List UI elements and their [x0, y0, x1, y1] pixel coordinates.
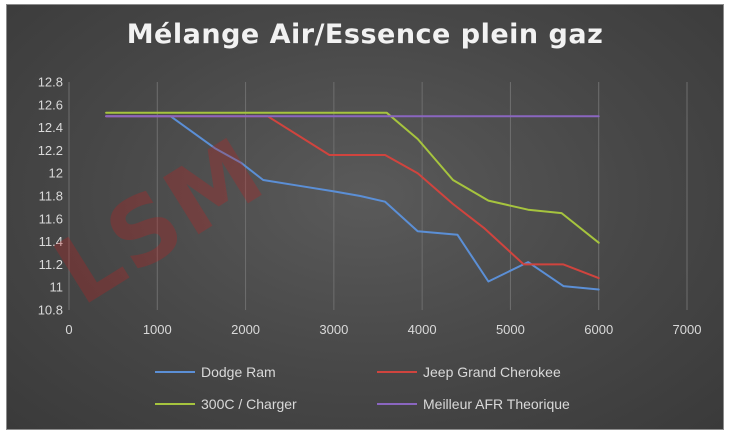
y-tick-label: 11 [50, 280, 64, 295]
x-tick-label: 2000 [231, 322, 260, 337]
legend-label: 300C / Charger [201, 396, 297, 412]
legend-label: Meilleur AFR Theorique [423, 396, 570, 412]
y-tick-label: 10.8 [38, 303, 63, 318]
legend-entry: Jeep Grand Cherokee [377, 364, 561, 380]
series-lines [105, 111, 600, 291]
y-tick-label: 11.6 [39, 211, 63, 226]
y-tick-label: 12.4 [38, 120, 63, 135]
y-tick-label: 12.2 [38, 143, 63, 158]
y-tick-label: 11.4 [39, 234, 63, 249]
x-tick-label: 3000 [319, 322, 348, 337]
x-tick-label: 1000 [143, 322, 172, 337]
y-tick-label: 11.2 [39, 257, 63, 272]
chart-title: Mélange Air/Essence plein gaz [126, 19, 604, 50]
legend-label: Dodge Ram [201, 364, 276, 380]
series-line-3 [105, 111, 600, 244]
line-chart: 10.8 11 11.2 11.4 11.6 11.8 12 12.2 12.4 12.6 12.8… [38, 75, 702, 413]
series-line-1 [105, 115, 600, 291]
x-tick-label: 4000 [408, 322, 437, 337]
legend-entry: Dodge Ram [155, 364, 276, 380]
y-tick-label: 12.8 [38, 75, 63, 90]
series-line-2 [105, 115, 600, 280]
y-tick-label: 11.8 [39, 189, 63, 204]
x-tick-label: 7000 [673, 322, 702, 337]
x-axis-ticks: 0 1000 2000 3000 4000 5000 6000 7000 [65, 322, 701, 337]
y-axis-ticks: 10.8 11 11.2 11.4 11.6 11.8 12 12.2 12.4 12.6 12.8 [38, 75, 63, 318]
chart-area: Mélange Air/Essence plein gaz 10.8 11 11.2… [6, 4, 724, 430]
legend: Dodge Ram Jeep Grand Cherokee 300C / Charg… [155, 364, 570, 412]
y-tick-label: 12 [49, 166, 63, 181]
legend-entry: 300C / Charger [155, 396, 297, 412]
grid-lines [68, 82, 688, 310]
x-tick-label: 5000 [496, 322, 525, 337]
legend-label: Jeep Grand Cherokee [423, 364, 561, 380]
x-tick-label: 6000 [584, 322, 613, 337]
y-tick-label: 12.6 [38, 97, 63, 112]
legend-entry: Meilleur AFR Theorique [377, 396, 570, 412]
x-tick-label: 0 [65, 322, 72, 337]
